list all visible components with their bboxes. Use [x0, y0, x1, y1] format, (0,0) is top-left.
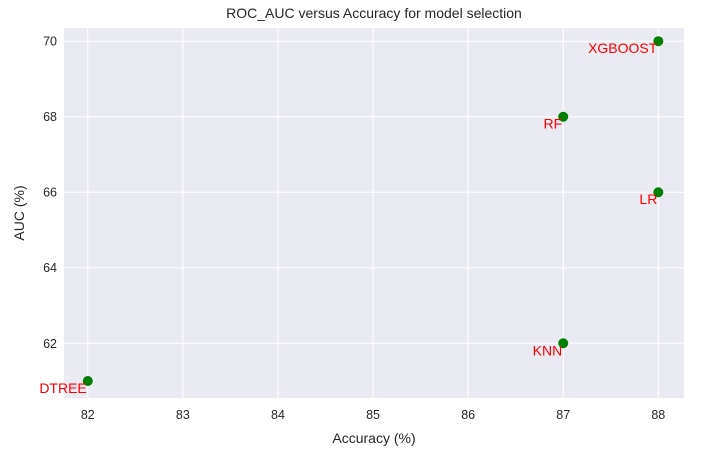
x-tick-label: 85: [366, 408, 380, 422]
y-tick-label: 64: [43, 261, 57, 275]
data-points: [82, 36, 664, 387]
point-label: RF: [544, 116, 563, 132]
plot-area: [64, 28, 684, 398]
data-point: [82, 376, 93, 387]
point-label: LR: [639, 191, 657, 207]
data-point: [558, 111, 569, 122]
y-tick-label: 70: [43, 35, 57, 49]
y-tick-label: 68: [43, 110, 57, 124]
x-tick-labels: 82 83 84 85 86 87 88: [81, 408, 666, 422]
x-axis-label: Accuracy (%): [332, 430, 415, 446]
y-axis-label: AUC (%): [11, 185, 27, 240]
point-label: DTREE: [39, 380, 86, 396]
x-tick-label: 84: [271, 408, 285, 422]
x-tick-label: 82: [81, 408, 95, 422]
x-tick-label: 87: [556, 408, 570, 422]
data-point: [653, 36, 664, 47]
y-tick-label: 66: [43, 186, 57, 200]
y-tick-label: 62: [43, 337, 57, 351]
point-annotations: XGBOOST RF LR KNN DTREE: [39, 40, 657, 396]
x-tick-label: 86: [461, 408, 475, 422]
y-tick-labels: 62 64 66 68 70: [43, 35, 57, 351]
grid-lines: [64, 28, 684, 398]
x-tick-label: 88: [651, 408, 665, 422]
point-label: KNN: [533, 342, 563, 358]
x-tick-label: 83: [176, 408, 190, 422]
data-point: [558, 338, 569, 349]
data-point: [653, 187, 664, 198]
chart-title: ROC_AUC versus Accuracy for model select…: [226, 5, 522, 21]
point-label: XGBOOST: [588, 40, 658, 56]
